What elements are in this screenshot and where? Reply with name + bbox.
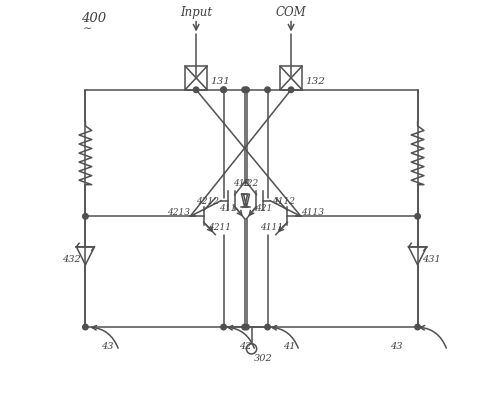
Circle shape [193, 87, 199, 93]
Circle shape [82, 324, 88, 330]
Circle shape [82, 214, 88, 219]
Bar [185, 66, 207, 90]
Text: 400: 400 [81, 12, 106, 25]
Text: 432: 432 [62, 255, 81, 264]
Circle shape [415, 324, 421, 330]
Text: 43: 43 [101, 342, 113, 350]
Bar [280, 66, 302, 90]
Text: 421: 421 [255, 204, 272, 213]
Text: 411: 411 [219, 204, 236, 213]
Circle shape [244, 87, 249, 93]
Text: 42: 42 [239, 342, 252, 350]
Text: 4113: 4113 [301, 208, 324, 217]
Circle shape [221, 87, 226, 93]
Text: 131: 131 [210, 77, 230, 86]
Circle shape [242, 324, 247, 330]
Text: 4211: 4211 [208, 223, 231, 233]
Text: 302: 302 [254, 354, 273, 363]
Text: 41: 41 [283, 342, 296, 350]
Text: 4213: 4213 [167, 208, 190, 217]
Text: Input: Input [180, 6, 212, 19]
Circle shape [288, 87, 294, 93]
Text: 132: 132 [305, 77, 325, 86]
Circle shape [415, 214, 421, 219]
Circle shape [265, 87, 270, 93]
Text: 431: 431 [422, 255, 441, 264]
Text: 4212: 4212 [197, 197, 219, 206]
Circle shape [265, 324, 270, 330]
Circle shape [221, 324, 226, 330]
Text: COM: COM [276, 6, 306, 19]
Text: 412: 412 [233, 179, 250, 188]
Text: 422: 422 [241, 179, 258, 188]
Text: ∼: ∼ [82, 24, 92, 33]
Text: 4111: 4111 [260, 223, 283, 233]
Text: 43: 43 [390, 342, 402, 350]
Circle shape [221, 87, 226, 93]
Circle shape [244, 324, 249, 330]
Circle shape [242, 87, 247, 93]
Text: 4112: 4112 [272, 197, 295, 206]
